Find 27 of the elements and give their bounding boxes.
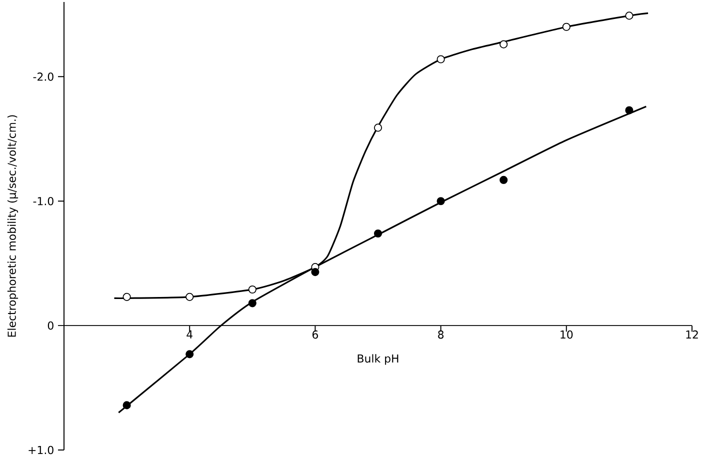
x-tick-label: 12 xyxy=(686,330,698,339)
point xyxy=(374,229,382,238)
x-tick-label: 10 xyxy=(560,330,573,339)
x-tick-label: 8 xyxy=(438,330,444,339)
point xyxy=(500,176,508,184)
point xyxy=(186,292,194,301)
point xyxy=(248,285,256,294)
point xyxy=(562,22,570,31)
x-tick-label: 4 xyxy=(186,330,192,338)
point xyxy=(436,197,445,206)
point xyxy=(122,401,131,410)
x-tick-label: 6 xyxy=(312,330,318,339)
point xyxy=(186,350,194,358)
point xyxy=(625,106,634,114)
y-tick-label: -2.0 xyxy=(33,72,54,81)
point xyxy=(311,268,320,276)
point xyxy=(374,124,382,132)
point xyxy=(248,299,256,308)
y-axis-title: Electrophoretic mobility (μ/sec./volt/cm.) xyxy=(7,115,18,337)
point xyxy=(122,292,131,301)
y-tick-label: -1.0 xyxy=(33,196,54,206)
point xyxy=(436,55,445,64)
point xyxy=(625,12,634,20)
x-axis-title: Bulk pH xyxy=(358,354,398,365)
y-tick-label: +1.0 xyxy=(28,446,54,454)
point xyxy=(500,40,508,48)
y-tick-label: 0 xyxy=(48,321,54,330)
